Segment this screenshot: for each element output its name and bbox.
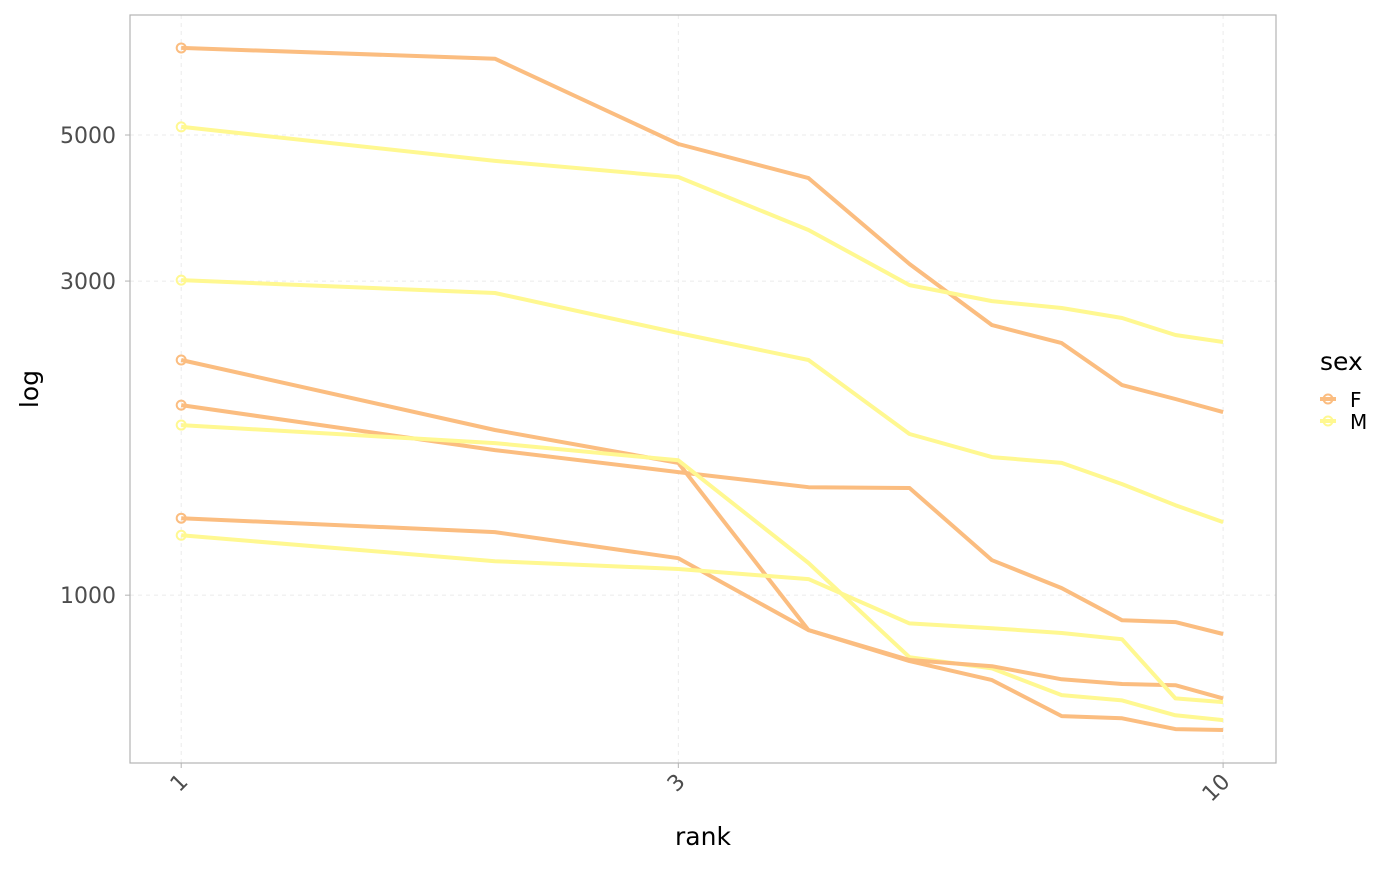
series-line [180,124,1224,344]
x-tick-label: 3 [663,770,691,798]
x-axis-label: rank [675,822,731,851]
x-tick-label: 1 [166,770,194,798]
start-point [175,419,187,431]
panel-border [129,14,1277,764]
series-line [181,533,1224,705]
x-tick-label: 10 [1198,770,1235,807]
y-tick-label: 5000 [60,124,116,149]
start-point [175,121,187,133]
legend-label: F [1350,388,1362,412]
grid [130,15,1276,763]
series-line [181,516,1224,701]
series-line [180,358,1224,732]
y-axis-label: log [15,370,44,408]
start-point [175,354,187,366]
legend-swatch-point [1322,415,1334,427]
y-tick-label: 1000 [60,584,116,609]
lines [175,42,1224,732]
series-line [180,403,1224,636]
start-point [175,399,187,411]
start-point [175,42,187,54]
y-tick-label: 3000 [60,270,116,295]
series-line [181,278,1224,524]
legend-label: M [1350,410,1367,434]
panel [130,15,1276,763]
start-point [175,529,187,541]
start-point [175,274,187,286]
legend-swatch-point [1322,393,1334,405]
legend-title: sex [1320,347,1363,376]
legend: FM [1320,388,1367,434]
start-point [175,512,187,524]
